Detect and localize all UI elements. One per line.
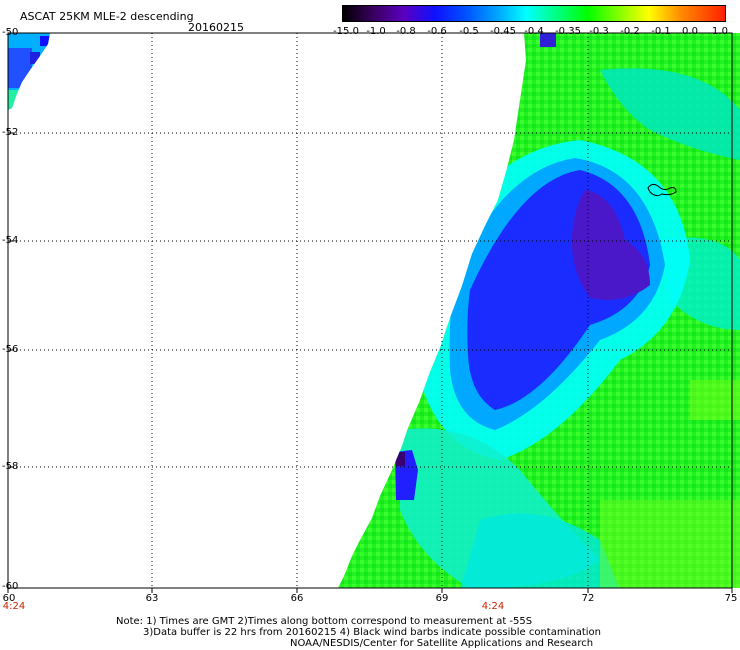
map-title: ASCAT 25KM MLE-2 descending (20, 10, 194, 23)
colorbar (342, 5, 726, 22)
note-line-2: 3)Data buffer is 22 hrs from 20160215 4)… (143, 627, 601, 638)
note-line-1: Note: 1) Times are GMT 2)Times along bot… (116, 616, 533, 627)
colorbar-tick: -1.0 (366, 26, 386, 37)
lat-label: -58 (2, 461, 19, 472)
aqua-patch-upper (600, 68, 740, 160)
dark-spot (396, 452, 405, 466)
lat-label: -56 (2, 344, 19, 355)
lon-label: 63 (145, 593, 159, 604)
colorbar-tick: -15.0 (333, 26, 359, 37)
colorbar-tick: -0.1 (651, 26, 671, 37)
lat-ticks (8, 32, 14, 589)
time-label: 4:24 (2, 601, 26, 612)
lon-gridlines (151, 33, 589, 588)
lat-label: -50 (2, 27, 19, 38)
colorbar-tick: 1.0 (712, 26, 728, 37)
lon-label: 72 (581, 593, 595, 604)
time-label: 4:24 (481, 601, 505, 612)
colorbar-tick: -0.8 (396, 26, 416, 37)
swath-region (338, 33, 740, 588)
lat-label: -52 (2, 127, 19, 138)
lon-ticks (7, 588, 733, 593)
map-date: 20160215 (188, 21, 244, 34)
colorbar-tick: -0.6 (427, 26, 447, 37)
lon-label: 66 (290, 593, 304, 604)
corner-patch (8, 33, 50, 110)
colorbar-tick: -0.5 (459, 26, 479, 37)
lat-label: -54 (2, 235, 19, 246)
colorbar-tick: -0.3 (589, 26, 609, 37)
purple-center (571, 190, 650, 300)
colorbar-tick: -0.2 (620, 26, 640, 37)
lat-gridlines (8, 132, 732, 468)
lat-label: -60 (2, 581, 19, 592)
note-line-3: NOAA/NESDIS/Center for Satellite Applica… (290, 638, 594, 649)
lon-label: 60 (2, 593, 16, 604)
aqua-patch-bottom (460, 513, 620, 588)
colorbar-tick: -0.35 (555, 26, 581, 37)
map-frame (7, 32, 733, 589)
colorbar-tick: -0.4 (524, 26, 544, 37)
colorbar-tick: -0.45 (490, 26, 516, 37)
wind-barb (647, 183, 677, 197)
colorbar-tick: 0.0 (682, 26, 698, 37)
lon-label: 75 (724, 593, 738, 604)
lon-label: 69 (435, 593, 449, 604)
